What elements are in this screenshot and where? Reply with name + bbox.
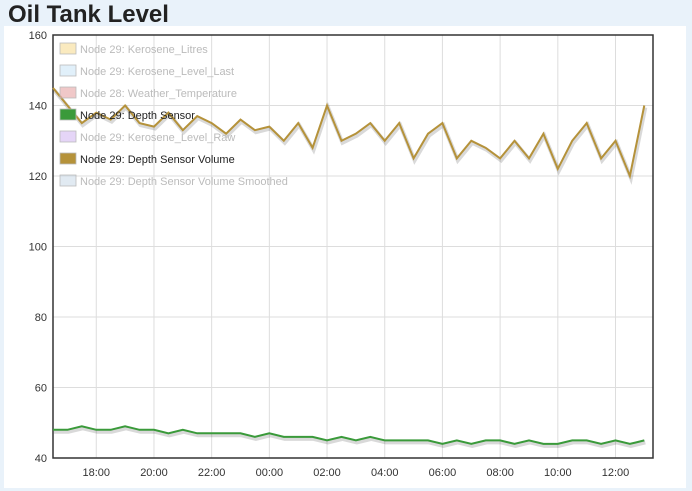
x-tick-label: 10:00 — [544, 467, 572, 479]
series-line — [53, 425, 645, 445]
legend-swatch[interactable] — [59, 152, 77, 165]
legend-swatch[interactable] — [59, 86, 77, 99]
chart-panel: 40 60 80 100 120 140 160 18:00 20:00 22:00 00:00 02… — [4, 26, 686, 488]
y-tick-label: 40 — [35, 453, 47, 465]
legend-swatch[interactable] — [59, 64, 77, 77]
y-tick-label: 100 — [29, 242, 47, 254]
legend-entry[interactable]: Node 29: Depth Sensor Volume Smoothed — [80, 176, 288, 188]
y-tick-label: 80 — [35, 312, 47, 324]
x-tick-label: 04:00 — [371, 467, 399, 479]
legend-swatch[interactable] — [59, 108, 77, 121]
line-chart: 40 60 80 100 120 140 160 18:00 20:00 22:00 00:00 02… — [29, 30, 654, 479]
x-tick-label: 22:00 — [198, 467, 226, 479]
legend-swatch[interactable] — [59, 130, 77, 143]
x-tick-label: 12:00 — [602, 467, 630, 479]
legend-entry[interactable]: Node 29: Kerosene_Level_Last — [80, 66, 234, 78]
x-tick-label: 02:00 — [313, 467, 341, 479]
legend-entry[interactable]: Node 28: Weather_Temperature — [80, 88, 237, 100]
y-tick-label: 120 — [29, 171, 47, 183]
plot-border — [52, 34, 654, 459]
page-title: Oil Tank Level — [8, 1, 169, 28]
legend-entry[interactable]: Node 29: Depth Sensor Volume — [80, 154, 235, 166]
series-line — [52, 87, 646, 180]
legend-entry[interactable]: Node 29: Kerosene_Litres — [80, 44, 208, 56]
x-tick-label: 18:00 — [83, 467, 111, 479]
y-tick-label: 60 — [35, 383, 47, 395]
x-tick-label: 00:00 — [256, 467, 284, 479]
legend-swatch[interactable] — [59, 42, 77, 55]
legend-swatch[interactable] — [59, 174, 77, 187]
x-tick-label: 20:00 — [140, 467, 168, 479]
x-tick-label: 06:00 — [429, 467, 457, 479]
y-tick-label: 140 — [29, 101, 47, 113]
legend-entry[interactable]: Node 29: Depth Sensor — [80, 110, 195, 122]
x-tick-label: 08:00 — [486, 467, 514, 479]
legend-entry[interactable]: Node 29: Kerosene_Level_Raw — [80, 132, 235, 144]
series-shadow — [54, 426, 646, 448]
y-tick-label: 160 — [29, 30, 47, 42]
